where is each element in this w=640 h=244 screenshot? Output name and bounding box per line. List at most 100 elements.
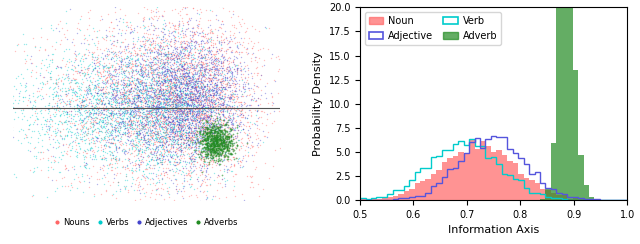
Point (179, 51, 189, 55)
Point (132, 134, 142, 138)
Point (97, 66, 108, 70)
Point (96, 148, 106, 152)
Point (161, 75, 171, 79)
Point (222, 147, 232, 151)
Point (143, 69, 153, 73)
Point (152, 157, 163, 161)
Point (76, 103, 86, 107)
Point (150, 108, 160, 112)
Point (227, 71, 237, 75)
Point (145, 50, 155, 53)
Point (198, 124, 209, 128)
Point (174, 133, 184, 137)
Point (190, 119, 200, 123)
Point (159, 79, 170, 83)
Point (188, 101, 198, 105)
Point (215, 124, 225, 128)
Point (159, 200, 170, 203)
Point (112, 125, 122, 129)
Point (225, 129, 235, 133)
Point (114, 101, 124, 104)
Point (205, 155, 215, 159)
Point (231, 108, 241, 112)
Point (227, 39, 237, 43)
Point (106, 165, 116, 169)
Point (162, 175, 172, 179)
Point (148, 107, 158, 111)
Point (204, 124, 214, 128)
Point (193, 83, 203, 87)
Point (241, 116, 252, 120)
Point (211, 159, 221, 163)
Point (126, 118, 136, 122)
Point (62, 110, 72, 113)
Point (141, 162, 152, 166)
Point (186, 76, 196, 80)
Point (155, 95, 165, 99)
Point (130, 83, 140, 87)
Point (63, 76, 73, 80)
Point (134, 93, 144, 97)
Point (176, 59, 186, 63)
Point (248, 98, 259, 102)
Point (163, 68, 173, 72)
Point (172, 105, 182, 109)
Point (213, 102, 223, 106)
Point (113, 180, 123, 184)
Point (214, 143, 224, 147)
Point (180, 159, 190, 163)
Point (154, 117, 164, 121)
Point (175, 89, 185, 92)
Point (134, 180, 144, 184)
Point (232, 114, 242, 118)
Point (150, 155, 160, 159)
Point (120, 132, 130, 136)
Point (228, 10, 238, 13)
Point (200, 164, 211, 168)
Point (179, 138, 189, 142)
Point (103, 101, 113, 105)
Point (51, 133, 61, 137)
Point (137, 117, 147, 121)
Point (87, 136, 97, 140)
Point (38, 151, 48, 154)
Point (239, 116, 250, 120)
Point (206, 130, 216, 134)
Point (90, 65, 100, 69)
Point (188, 108, 198, 112)
Point (228, 85, 239, 89)
Point (76, 65, 86, 69)
Point (182, 92, 193, 96)
Point (169, 75, 179, 79)
Point (221, 36, 231, 40)
Point (136, 99, 147, 103)
Point (145, 66, 156, 70)
Point (172, 118, 182, 122)
Point (206, 108, 216, 112)
Point (173, 54, 183, 58)
Point (60, 86, 70, 90)
Point (38, 81, 48, 85)
Point (95, 92, 105, 96)
Point (225, 116, 236, 120)
Point (253, 116, 263, 120)
Point (104, 162, 115, 166)
Point (182, 72, 193, 76)
Point (193, 79, 204, 83)
Point (104, 71, 114, 75)
Point (119, 68, 129, 72)
Point (225, 77, 235, 81)
Point (98, 85, 108, 89)
Point (110, 106, 120, 110)
Point (191, 126, 202, 130)
Point (132, 39, 143, 43)
Point (165, 78, 175, 82)
Point (177, 136, 188, 140)
Point (194, 108, 204, 112)
Point (106, 72, 116, 76)
Point (147, 95, 157, 99)
Point (156, 136, 166, 140)
Point (187, 84, 197, 88)
Point (152, 144, 162, 148)
Point (186, 129, 196, 132)
